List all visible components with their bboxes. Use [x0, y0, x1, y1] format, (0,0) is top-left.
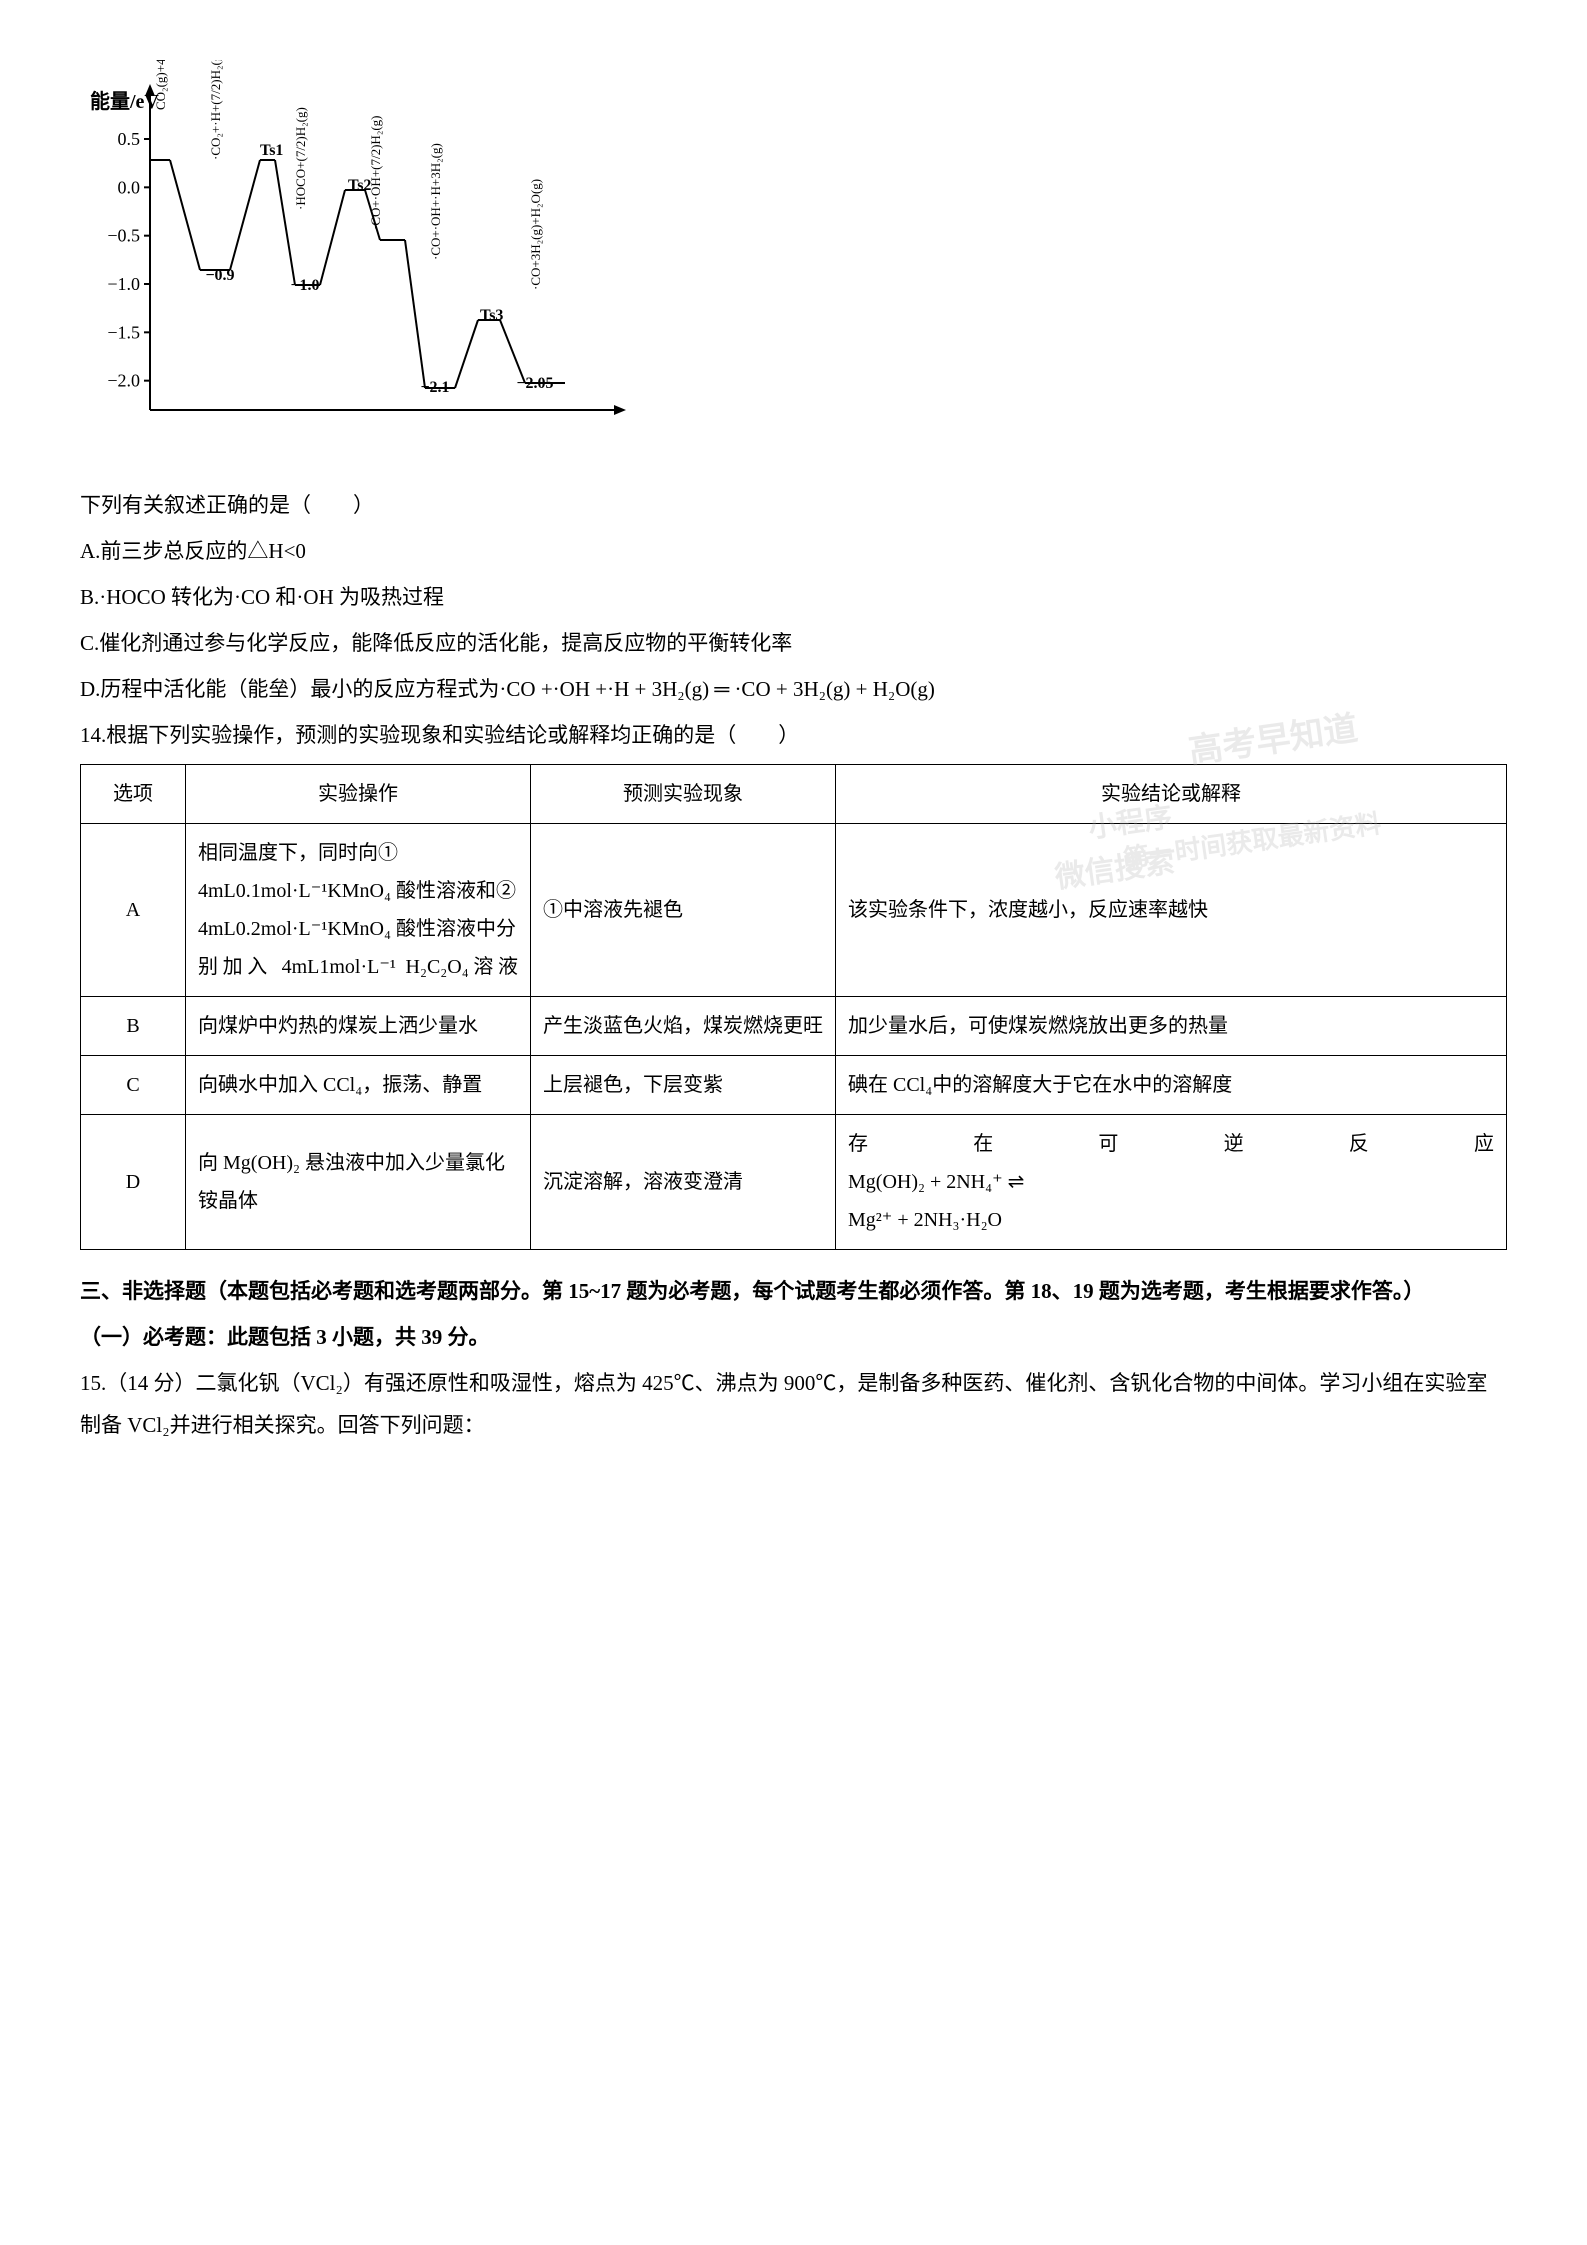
svg-text:Ts3: Ts3	[480, 307, 503, 324]
q13-option-b: B.·HOCO 转化为·CO 和·OH 为吸热过程	[80, 576, 1507, 618]
cell-phenomenon: ①中溶液先褪色	[531, 824, 836, 997]
svg-text:−0.9: −0.9	[205, 267, 234, 284]
svg-text:·CO₂+·H+(7/2)H₂(g): ·CO₂+·H+(7/2)H₂(g)	[208, 60, 223, 160]
svg-text:−1.0: −1.0	[290, 277, 319, 294]
svg-text:−0.5: −0.5	[107, 226, 140, 246]
svg-text:·HOCO+(7/2)H₂(g): ·HOCO+(7/2)H₂(g)	[293, 107, 308, 210]
table-row: A相同温度下，同时向① 4mL0.1mol·L⁻¹KMnO₄ 酸性溶液和② 4m…	[81, 824, 1507, 997]
q13-option-d: D.历程中活化能（能垒）最小的反应方程式为·CO +·OH +·H + 3H₂(…	[80, 668, 1507, 710]
svg-text:Ts1: Ts1	[260, 142, 283, 159]
cell-operation: 向煤炉中灼热的煤炭上洒少量水	[186, 997, 531, 1056]
cell-option: A	[81, 824, 186, 997]
section3-title: 三、非选择题（本题包括必考题和选考题两部分。第 15~17 题为必考题，每个试题…	[80, 1270, 1507, 1312]
q13-option-a: A.前三步总反应的△H<0	[80, 530, 1507, 572]
section3-sub: （一）必考题：此题包括 3 小题，共 39 分。	[80, 1316, 1507, 1358]
cell-option: B	[81, 997, 186, 1056]
th-conclusion: 实验结论或解释	[836, 765, 1507, 824]
svg-text:−2.1: −2.1	[420, 379, 449, 396]
cell-phenomenon: 沉淀溶解，溶液变澄清	[531, 1115, 836, 1250]
th-operation: 实验操作	[186, 765, 531, 824]
svg-text:能量/eV: 能量/eV	[90, 89, 159, 113]
table-row: B向煤炉中灼热的煤炭上洒少量水产生淡蓝色火焰，煤炭燃烧更旺加少量水后，可使煤炭燃…	[81, 997, 1507, 1056]
th-phenomenon: 预测实验现象	[531, 765, 836, 824]
table-header-row: 选项 实验操作 预测实验现象 实验结论或解释	[81, 765, 1507, 824]
table-row: D向 Mg(OH)₂ 悬浊液中加入少量氯化铵晶体沉淀溶解，溶液变澄清存 在 可 …	[81, 1115, 1507, 1250]
svg-text:·CO+·OH+·H+3H₂(g): ·CO+·OH+·H+3H₂(g)	[428, 143, 443, 260]
cell-conclusion: 加少量水后，可使煤炭燃烧放出更多的热量	[836, 997, 1507, 1056]
svg-text:CO₂(g)+4H₂(g): CO₂(g)+4H₂(g)	[153, 60, 168, 110]
energy-chart-svg: 0.5 0.0 −0.5 −1.0 −1.5 −2.0 能量/eV CO₂(g)+4H₂(…	[80, 60, 660, 460]
cell-conclusion: 该实验条件下，浓度越小，反应速率越快	[836, 824, 1507, 997]
cell-operation: 向碘水中加入 CCl₄，振荡、静置	[186, 1056, 531, 1115]
cell-conclusion: 存 在 可 逆 反 应Mg(OH)₂ + 2NH₄⁺ ⇌Mg²⁺ + 2NH₃·…	[836, 1115, 1507, 1250]
svg-text:0.0: 0.0	[118, 177, 141, 197]
svg-text:−2.05: −2.05	[516, 375, 553, 392]
q14-table: 选项 实验操作 预测实验现象 实验结论或解释 A相同温度下，同时向① 4mL0.…	[80, 764, 1507, 1250]
svg-text:·CO+3H₂(g)+H₂O(g): ·CO+3H₂(g)+H₂O(g)	[528, 179, 543, 290]
table-row: C向碘水中加入 CCl₄，振荡、静置上层褪色，下层变紫碘在 CCl₄中的溶解度大…	[81, 1056, 1507, 1115]
cell-phenomenon: 产生淡蓝色火焰，煤炭燃烧更旺	[531, 997, 836, 1056]
svg-text:0.5: 0.5	[118, 129, 141, 149]
svg-text:Ts2: Ts2	[348, 177, 371, 194]
svg-text:−1.0: −1.0	[107, 274, 140, 294]
cell-option: D	[81, 1115, 186, 1250]
svg-text:−1.5: −1.5	[107, 322, 140, 342]
cell-operation: 向 Mg(OH)₂ 悬浊液中加入少量氯化铵晶体	[186, 1115, 531, 1250]
svg-text:·CO+·OH+(7/2)H₂(g): ·CO+·OH+(7/2)H₂(g)	[368, 115, 383, 230]
cell-conclusion: 碘在 CCl₄中的溶解度大于它在水中的溶解度	[836, 1056, 1507, 1115]
energy-diagram-chart: 0.5 0.0 −0.5 −1.0 −1.5 −2.0 能量/eV CO₂(g)+4H₂(…	[80, 60, 1507, 474]
th-option: 选项	[81, 765, 186, 824]
cell-phenomenon: 上层褪色，下层变紫	[531, 1056, 836, 1115]
q13-stem: 下列有关叙述正确的是（ ）	[80, 484, 1507, 526]
q13-option-c: C.催化剂通过参与化学反应，能降低反应的活化能，提高反应物的平衡转化率	[80, 622, 1507, 664]
cell-option: C	[81, 1056, 186, 1115]
q14-stem: 14.根据下列实验操作，预测的实验现象和实验结论或解释均正确的是（ ）	[80, 714, 1507, 756]
cell-operation: 相同温度下，同时向① 4mL0.1mol·L⁻¹KMnO₄ 酸性溶液和② 4mL…	[186, 824, 531, 997]
q15-stem: 15.（14 分）二氯化钒（VCl₂）有强还原性和吸湿性，熔点为 425℃、沸点…	[80, 1362, 1507, 1446]
svg-text:−2.0: −2.0	[107, 371, 140, 391]
